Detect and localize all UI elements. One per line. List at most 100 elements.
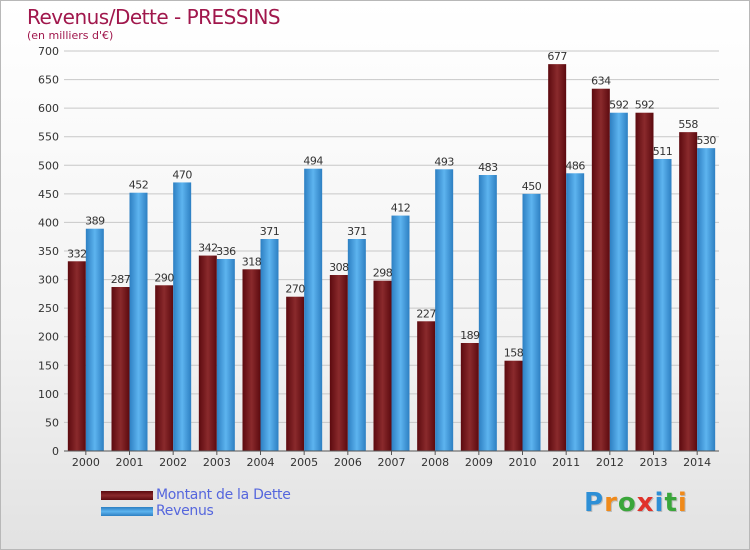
data-label-revenus: 389: [85, 215, 105, 228]
bar-dette: [591, 88, 610, 451]
data-label-revenus: 486: [565, 159, 585, 172]
chart-title: Revenus/Dette - PRESSINS: [27, 5, 281, 29]
legend-label-revenus: Revenus: [156, 503, 214, 519]
data-label-revenus: 371: [260, 225, 280, 238]
x-axis-ticks: 2000 2001 2002 2003 2004 2005 2006 2007 2008 2009…: [72, 451, 711, 469]
legend-swatch-dette: [101, 490, 153, 500]
x-tick-label: 2008: [421, 456, 449, 469]
y-tick-label: 300: [38, 274, 59, 287]
data-label-revenus: 452: [129, 179, 149, 192]
bar-revenus: [129, 192, 148, 451]
bar-revenus: [566, 173, 585, 452]
y-tick-label: 450: [38, 188, 59, 201]
data-label-dette: 332: [67, 247, 87, 260]
bars: [67, 64, 716, 452]
x-tick-label: 2014: [683, 456, 711, 469]
bar-revenus: [85, 228, 104, 451]
bar-dette: [373, 280, 392, 451]
bar-revenus: [216, 259, 235, 451]
bar-dette: [286, 296, 305, 451]
data-label-revenus: 494: [303, 155, 323, 168]
x-tick-label: 2000: [72, 456, 100, 469]
data-label-dette: 290: [154, 271, 174, 284]
y-tick-label: 250: [38, 302, 59, 315]
bar-revenus: [478, 175, 497, 451]
data-label-revenus: 336: [216, 245, 236, 258]
y-tick-label: 50: [45, 416, 59, 429]
bar-dette: [198, 255, 217, 451]
data-label-dette: 677: [547, 50, 567, 63]
x-tick-label: 2011: [552, 456, 580, 469]
x-tick-label: 2010: [509, 456, 537, 469]
legend-swatch-revenus: [101, 506, 153, 516]
bar-revenus: [522, 193, 541, 451]
x-tick-label: 2007: [378, 456, 406, 469]
chart-subtitle: (en milliers d'€): [27, 29, 114, 42]
bar-dette: [417, 321, 436, 451]
y-tick-label: 700: [38, 45, 59, 58]
data-label-dette: 287: [111, 273, 131, 286]
data-label-dette: 298: [373, 267, 393, 280]
bar-revenus: [391, 215, 410, 451]
data-label-dette: 308: [329, 261, 349, 274]
y-tick-label: 200: [38, 331, 59, 344]
y-tick-label: 650: [38, 74, 59, 87]
data-label-dette: 158: [504, 347, 524, 360]
y-tick-label: 600: [38, 102, 59, 115]
legend-item-dette: Montant de la Dette: [101, 487, 291, 503]
bar-revenus: [304, 168, 323, 451]
data-label-dette: 227: [416, 307, 436, 320]
x-tick-label: 2004: [247, 456, 275, 469]
y-tick-label: 0: [52, 445, 59, 458]
bar-revenus: [609, 112, 628, 451]
data-label-dette: 318: [242, 255, 262, 268]
bar-dette: [548, 64, 567, 451]
data-label-revenus: 511: [653, 145, 673, 158]
legend-item-revenus: Revenus: [101, 503, 291, 519]
data-label-dette: 342: [198, 242, 218, 255]
bar-dette: [329, 275, 348, 451]
y-tick-label: 350: [38, 245, 59, 258]
legend-label-dette: Montant de la Dette: [156, 487, 291, 503]
bar-dette: [242, 269, 261, 451]
data-label-revenus: 530: [696, 134, 716, 147]
data-label-revenus: 483: [478, 161, 498, 174]
data-label-dette: 592: [635, 99, 655, 112]
x-tick-label: 2006: [334, 456, 362, 469]
x-tick-label: 2001: [116, 456, 144, 469]
bar-revenus: [697, 148, 716, 451]
bar-dette: [155, 285, 174, 451]
data-label-dette: 189: [460, 329, 480, 342]
bar-dette: [635, 112, 654, 451]
x-tick-label: 2013: [640, 456, 668, 469]
bar-dette: [67, 261, 86, 451]
data-label-revenus: 470: [172, 168, 192, 181]
bar-dette: [111, 287, 130, 451]
data-label-revenus: 450: [522, 180, 542, 193]
data-label-revenus: 371: [347, 225, 367, 238]
y-tick-label: 550: [38, 131, 59, 144]
bar-revenus: [653, 159, 672, 451]
bar-dette: [679, 132, 698, 451]
data-label-dette: 558: [678, 118, 698, 131]
bar-revenus: [260, 239, 279, 451]
y-tick-label: 100: [38, 388, 59, 401]
bar-revenus: [435, 169, 454, 452]
bar-revenus: [347, 239, 366, 451]
x-tick-label: 2005: [290, 456, 318, 469]
legend: Montant de la Dette Revenus: [101, 487, 291, 519]
proxiti-logo: Proxiti: [584, 488, 688, 518]
bar-revenus: [173, 182, 192, 451]
x-tick-label: 2002: [159, 456, 187, 469]
x-tick-label: 2009: [465, 456, 493, 469]
y-tick-label: 400: [38, 216, 59, 229]
x-tick-label: 2003: [203, 456, 231, 469]
data-label-dette: 634: [591, 75, 611, 88]
x-tick-label: 2012: [596, 456, 624, 469]
data-label-revenus: 592: [609, 99, 629, 112]
data-label-revenus: 493: [434, 155, 454, 168]
bar-dette: [504, 360, 523, 451]
